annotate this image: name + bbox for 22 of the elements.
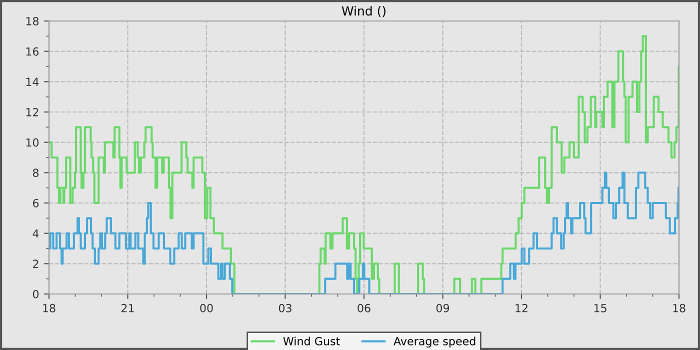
x-tick-label: 18 xyxy=(673,304,686,312)
y-tick-label: 14 xyxy=(26,78,39,86)
x-tick-label: 12 xyxy=(516,304,528,312)
y-tick-label: 2 xyxy=(33,260,38,268)
chart-title: Wind () xyxy=(342,6,386,18)
y-tick-label: 4 xyxy=(32,229,39,238)
y-tick-label: 12 xyxy=(26,108,38,116)
x-tick-label: 06 xyxy=(358,304,370,312)
x-tick-label: 21 xyxy=(121,304,134,312)
y-tick-label: 6 xyxy=(32,198,39,208)
y-tick-label: 18 xyxy=(26,16,39,26)
x-tick-label: 03 xyxy=(278,304,292,312)
x-tick-label: 15 xyxy=(594,304,606,312)
y-tick-label: 10 xyxy=(26,138,39,147)
legend-label: Wind Gust xyxy=(283,336,340,346)
legend-label: Average speed xyxy=(394,336,476,348)
y-tick-label: 16 xyxy=(26,47,39,56)
x-tick-label: 09 xyxy=(436,304,450,312)
y-tick-label: 0 xyxy=(32,290,39,298)
x-tick-label: 18 xyxy=(43,304,56,312)
x-tick-label: 00 xyxy=(200,304,213,312)
y-tick-label: 8 xyxy=(32,168,39,178)
